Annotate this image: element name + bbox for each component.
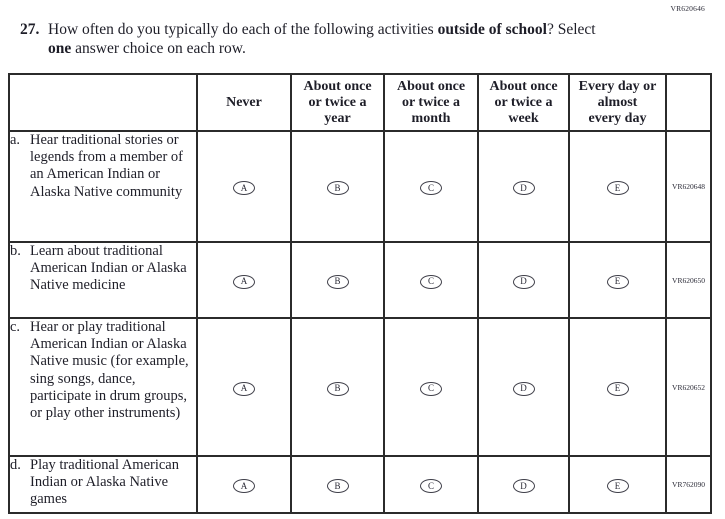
answer-cell: C <box>383 455 479 514</box>
question-text-part: How often do you typically do each of th… <box>48 21 438 38</box>
header-empty-code <box>665 73 712 132</box>
question-text-bold: outside of school <box>437 21 547 38</box>
answer-bubble-rowb-month[interactable]: C <box>420 274 442 289</box>
answer-bubble-rowd-everyday[interactable]: E <box>606 479 629 493</box>
answer-cell: A <box>196 317 292 457</box>
row-letter: d. <box>10 457 21 473</box>
column-header-line: About once <box>396 78 466 94</box>
column-header-once-twice-week: About once or twice a week <box>477 73 570 132</box>
answer-cell: D <box>477 455 570 514</box>
answer-bubble-rowd-month[interactable]: C <box>420 479 442 493</box>
column-header-never: Never <box>196 73 292 132</box>
question-text: How often do you typically do each of th… <box>48 20 596 58</box>
answer-cell: B <box>290 130 385 243</box>
answer-bubble-rowb-never[interactable]: A <box>233 274 255 289</box>
row-label-text: Play traditional American Indian or Alas… <box>30 457 179 508</box>
answer-cell: C <box>383 317 479 457</box>
answer-cell: B <box>290 317 385 457</box>
answer-bubble-rowa-never[interactable]: A <box>233 181 255 195</box>
column-header-once-twice-month: About once or twice a month <box>383 73 479 132</box>
table-row-b: b. Learn about traditional American Indi… <box>8 241 712 319</box>
header-empty-label <box>8 73 198 132</box>
answer-cell: B <box>290 455 385 514</box>
row-label-b: b. Learn about traditional American Indi… <box>8 241 198 319</box>
column-header-line: About once <box>303 78 372 94</box>
row-letter: a. <box>10 132 21 148</box>
column-header-once-twice-year: About once or twice a year <box>290 73 385 132</box>
question-block: 27. How often do you typically do each o… <box>20 20 668 58</box>
answer-bubble-rowa-week[interactable]: D <box>512 181 535 195</box>
answer-bubble-rowb-everyday[interactable]: E <box>606 274 629 289</box>
row-label-c: c. Hear or play traditional American Ind… <box>8 317 198 457</box>
answer-bubble-rowd-year[interactable]: B <box>326 479 349 493</box>
row-code: VR620652 <box>665 317 712 457</box>
answer-cell: D <box>477 130 570 243</box>
row-label-a: a. Hear traditional stories or legends f… <box>8 130 198 243</box>
column-header-line: or twice a <box>494 94 553 110</box>
answer-bubble-rowb-year[interactable]: B <box>326 274 349 289</box>
answer-cell: D <box>477 241 570 319</box>
row-letter: c. <box>10 319 21 335</box>
row-label-text: Learn about traditional American Indian … <box>30 243 187 294</box>
answer-bubble-rowc-year[interactable]: B <box>326 381 349 396</box>
column-header-line: or twice a <box>308 94 367 110</box>
row-label-d: d. Play traditional American Indian or A… <box>8 455 198 514</box>
answer-cell: C <box>383 241 479 319</box>
column-header-line: every day <box>588 110 647 126</box>
answer-cell: D <box>477 317 570 457</box>
column-header-every-day: Every day or almost every day <box>568 73 667 132</box>
row-label-text: Hear or play traditional American Indian… <box>30 319 189 422</box>
column-header-line: year <box>324 110 351 126</box>
row-label-text: Hear traditional stories or legends from… <box>30 132 184 200</box>
answer-cell: A <box>196 455 292 514</box>
column-header-line: or twice a <box>401 94 461 110</box>
answer-cell: E <box>568 130 667 243</box>
column-header-line: almost <box>597 94 638 110</box>
answer-cell: A <box>196 130 292 243</box>
answer-bubble-rowa-year[interactable]: B <box>326 181 349 195</box>
answer-cell: B <box>290 241 385 319</box>
answer-bubble-rowc-everyday[interactable]: E <box>606 381 629 396</box>
answer-bubble-rowa-everyday[interactable]: E <box>606 181 629 195</box>
column-header-line: month <box>411 110 451 126</box>
row-code: VR762090 <box>665 455 712 514</box>
column-header-line: About once <box>489 78 558 94</box>
question-number: 27. <box>20 21 40 38</box>
column-header-line: Every day or <box>578 78 657 94</box>
row-code: VR620650 <box>665 241 712 319</box>
answer-cell: E <box>568 241 667 319</box>
column-header-line: Never <box>226 94 262 110</box>
table-row-d: d. Play traditional American Indian or A… <box>8 455 712 514</box>
row-letter: b. <box>10 243 21 259</box>
question-form-code: VR620646 <box>670 4 705 13</box>
column-header-line: week <box>508 110 539 126</box>
answer-bubble-rowa-month[interactable]: C <box>420 181 442 195</box>
answer-bubble-rowd-never[interactable]: A <box>233 479 255 493</box>
answer-bubble-rowd-week[interactable]: D <box>512 479 535 493</box>
question-text-part: answer choice on each row. <box>71 40 246 57</box>
answer-cell: E <box>568 455 667 514</box>
table-row-c: c. Hear or play traditional American Ind… <box>8 317 712 457</box>
table-row-a: a. Hear traditional stories or legends f… <box>8 130 712 243</box>
answer-bubble-rowc-month[interactable]: C <box>420 381 442 396</box>
survey-matrix-table: Never About once or twice a year About o… <box>8 73 712 514</box>
answer-cell: C <box>383 130 479 243</box>
row-code: VR620648 <box>665 130 712 243</box>
header-row: Never About once or twice a year About o… <box>8 73 712 132</box>
answer-cell: E <box>568 317 667 457</box>
answer-bubble-rowb-week[interactable]: D <box>512 274 535 289</box>
question-text-bold: one <box>48 40 72 57</box>
question-text-part: ? Select <box>546 21 596 38</box>
answer-cell: A <box>196 241 292 319</box>
answer-bubble-rowc-never[interactable]: A <box>233 381 255 396</box>
answer-bubble-rowc-week[interactable]: D <box>512 381 535 396</box>
